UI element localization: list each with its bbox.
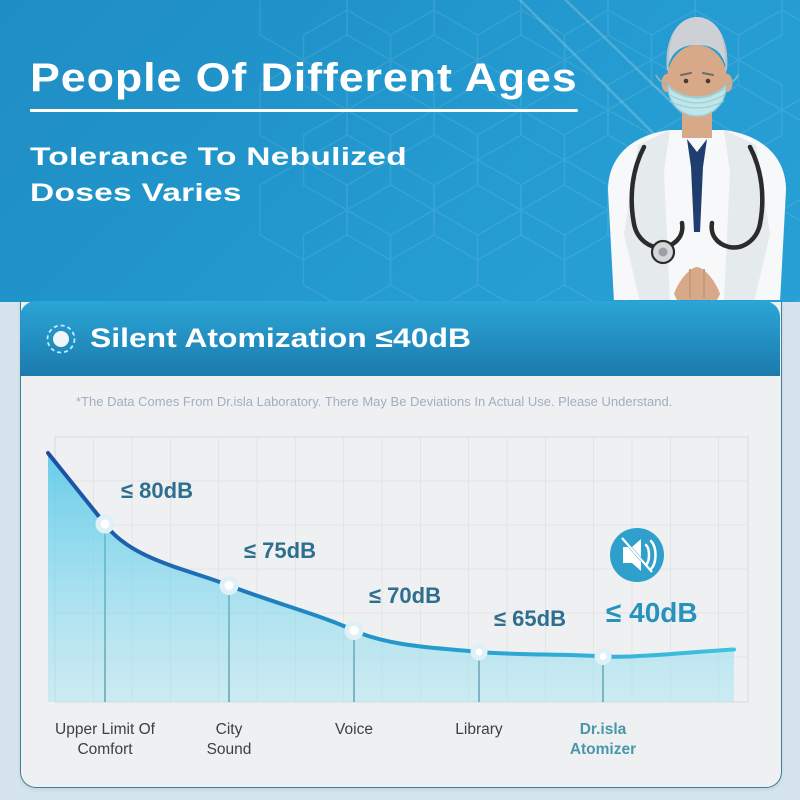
svg-text:≤ 75dB: ≤ 75dB <box>244 538 316 563</box>
svg-text:≤ 80dB: ≤ 80dB <box>121 478 193 503</box>
svg-text:≤ 40dB: ≤ 40dB <box>606 597 698 628</box>
svg-text:≤ 70dB: ≤ 70dB <box>369 583 441 608</box>
svg-text:≤ 65dB: ≤ 65dB <box>494 606 566 631</box>
